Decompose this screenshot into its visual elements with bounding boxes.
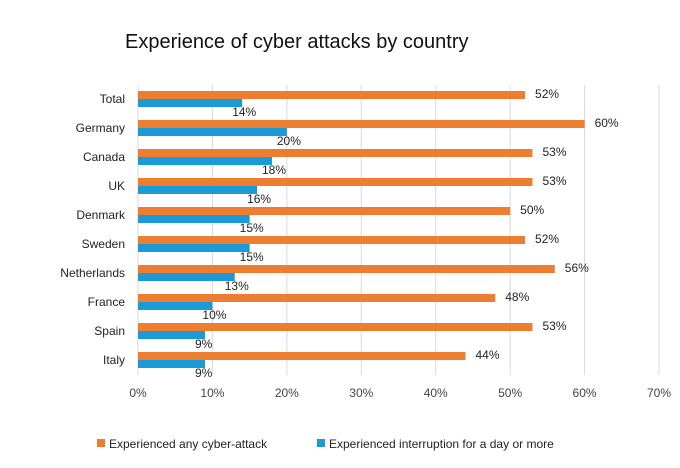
x-tick-label: 50% [498,386,522,400]
data-label: 60% [595,116,619,130]
category-label: Canada [83,150,125,164]
data-label: 53% [542,145,566,159]
bar-interruption [138,244,250,252]
bar-interruption [138,157,272,165]
data-label: 53% [542,319,566,333]
bar-any-cyber-attack [138,323,533,331]
data-label: 48% [505,290,529,304]
bar-interruption [138,331,205,339]
x-tick-label: 70% [647,386,671,400]
data-label: 18% [262,163,286,177]
bar-any-cyber-attack [138,265,555,273]
legend-label: Experienced interruption for a day or mo… [329,437,554,451]
bar-any-cyber-attack [138,178,533,186]
category-label: Italy [103,353,125,367]
bar-any-cyber-attack [138,352,466,360]
category-label: France [88,295,126,309]
bar-interruption [138,128,287,136]
bar-interruption [138,215,250,223]
legend: Experienced any cyber-attack Experienced … [97,437,554,451]
chart-title: Experience of cyber attacks by country [125,31,469,53]
legend-swatch [97,439,105,447]
bar-interruption [138,273,235,281]
data-label: 14% [232,105,256,119]
data-label: 10% [202,308,226,322]
x-tick-label: 20% [275,386,299,400]
category-label: Denmark [76,208,126,222]
category-label: Sweden [82,237,125,251]
data-label: 44% [475,348,499,362]
x-tick-label: 10% [200,386,224,400]
data-label: 9% [195,337,213,351]
data-label: 15% [240,250,264,264]
legend-label: Experienced any cyber-attack [109,437,268,451]
bar-any-cyber-attack [138,120,585,128]
data-label: 16% [247,192,271,206]
data-label: 52% [535,232,559,246]
x-tick-label: 30% [349,386,373,400]
category-label: Germany [76,121,125,135]
bar-any-cyber-attack [138,149,533,157]
x-tick-label: 40% [424,386,448,400]
data-label: 52% [535,87,559,101]
data-label: 9% [195,366,213,380]
bar-interruption [138,186,258,194]
data-label: 56% [565,261,589,275]
bar-any-cyber-attack [138,207,511,215]
data-label: 50% [520,203,544,217]
category-labels: Total Germany Canada UK Denmark Sweden Netherl… [60,92,126,367]
category-label: Spain [94,324,125,338]
data-label: 15% [240,221,264,235]
category-label: Netherlands [60,266,125,280]
data-labels: 52% 14% 60% 20% 53% 18% 53% 16% 50% 15% 52% 15% 56% 1… [195,87,619,380]
bars [138,91,585,368]
bar-any-cyber-attack [138,294,496,302]
x-tick-label: 0% [129,386,147,400]
x-tick-label: 60% [573,386,597,400]
bar-any-cyber-attack [138,236,526,244]
bar-interruption [138,360,205,368]
category-label: UK [108,179,125,193]
x-axis-ticks: 0% 10% 20% 30% 40% 50% 60% 70% [129,386,671,400]
category-label: Total [100,92,125,106]
data-label: 53% [542,174,566,188]
legend-swatch [317,439,325,447]
data-label: 13% [225,279,249,293]
bar-interruption [138,302,213,310]
bar-interruption [138,99,243,107]
data-label: 20% [277,134,301,148]
bar-any-cyber-attack [138,91,526,99]
